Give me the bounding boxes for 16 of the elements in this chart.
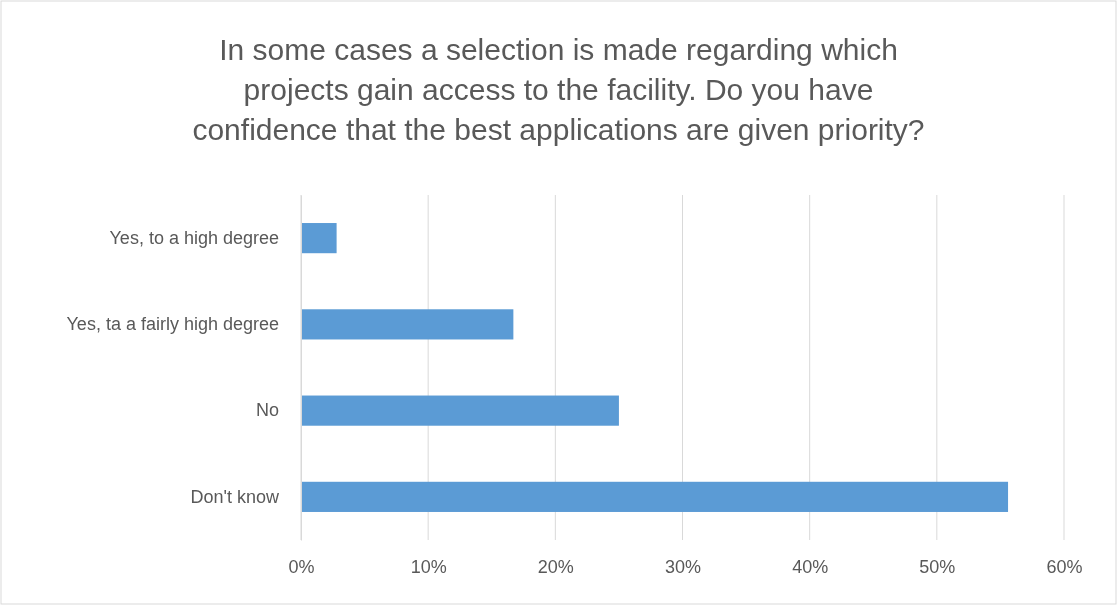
y-tick-label: Yes, to a high degree [109, 227, 279, 248]
bar [301, 223, 337, 254]
x-tick-label: 60% [1046, 556, 1083, 577]
x-tick-label: 40% [792, 556, 829, 577]
bar [301, 481, 1009, 512]
y-tick-label: No [255, 400, 279, 421]
chart-title: In some cases a selection is made regarding which projects gain access to the facility. Do you have confidence that the best applications are given priority? [192, 33, 925, 146]
bar [301, 395, 619, 426]
x-tick-label: 50% [919, 556, 956, 577]
y-tick-label: Yes, ta a fairly high degree [66, 314, 279, 335]
bar [301, 309, 514, 340]
x-tick-label: 30% [664, 556, 702, 577]
x-tick-label: 20% [537, 556, 574, 577]
x-tick-label: 0% [288, 556, 315, 577]
x-tick-label: 10% [410, 556, 447, 577]
y-tick-label: Don't know [190, 486, 280, 507]
